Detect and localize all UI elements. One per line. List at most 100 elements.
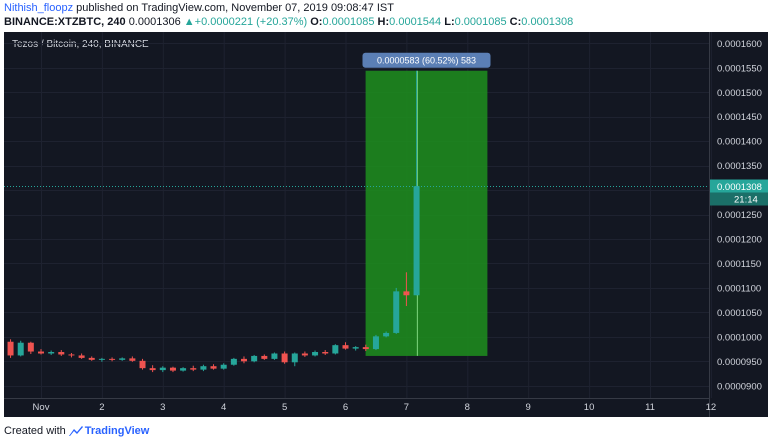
current-price-tag [710,179,768,193]
candlestick-chart[interactable]: Tezos / Bitcoin, 240, BINANCE 0.0000583 … [4,32,768,417]
candle-body [322,352,329,354]
candle-body [129,358,136,361]
candle-body [7,341,14,356]
candle-body [261,355,268,359]
candle-body [38,351,44,354]
time-tick-label: 8 [465,402,470,413]
candle-body [159,367,166,371]
candle-body [332,345,339,354]
time-tick-label: 12 [706,402,717,413]
candle-body [240,358,247,362]
time-tick-label: 11 [645,402,655,413]
countdown-tag [710,192,768,206]
change-value: +0.0000221 (+20.37%) [194,16,308,28]
candle-body [413,186,420,296]
chart-title: Tezos / Bitcoin, 240, BINANCE [12,39,149,50]
countdown-label: 21:14 [734,195,758,206]
price-tick-label: 0.0001250 [717,210,762,221]
price-tick-label: 0.0000900 [717,381,762,392]
candle-body [210,366,217,369]
brand-label: TradingView [84,425,150,437]
price-tick-label: 0.0001150 [717,259,761,270]
candle-body [169,367,176,371]
tradingview-logo-icon [68,426,83,436]
candle-body [281,353,288,363]
candle-body [149,368,156,371]
high-value: 0.0001544 [389,16,442,28]
close-value: 0.0001308 [521,16,574,28]
measure-range-box [365,70,488,356]
candle-body [393,291,400,333]
current-price-label: 0.0001308 [717,182,762,193]
candle-body [352,347,359,349]
time-tick-label: 7 [404,402,409,413]
candle-body [220,364,227,369]
time-tick-label: 5 [282,402,287,413]
candle-body [190,368,197,370]
time-axis: Nov 2 3 4 5 6 7 8 9 10 11 12 [33,402,717,413]
time-tick-label: Nov [33,402,50,413]
price-tick-label: 0.0000950 [717,357,762,368]
price-tick-label: 0.0001000 [717,332,762,343]
time-tick-label: 3 [160,402,165,413]
candle-body [230,358,237,365]
candle-body [200,366,207,370]
candle-body [372,336,379,350]
price-tick-label: 0.0001500 [717,88,762,99]
candle-body [98,358,105,360]
time-tick-label: 10 [584,402,595,413]
candle-body [383,332,390,337]
candle-body [403,291,410,296]
candle-body [291,353,298,363]
author-link[interactable]: Nithish_floopz [4,2,74,14]
measure-label: 0.0000583 (60.52%) 583 [377,56,476,66]
candle-body [58,352,65,355]
grid-lines [4,32,712,398]
chart-panel[interactable]: Tezos / Bitcoin, 240, BINANCE 0.0000583 … [4,32,768,417]
candles [7,70,420,373]
candle-body [312,352,319,356]
price-tick-label: 0.0001100 [717,283,761,294]
publisher-line: Nithish_floopz published on TradingView.… [4,2,394,16]
price-tick-label: 0.0001350 [717,161,762,172]
candle-body [48,352,55,354]
price-tick-label: 0.0001550 [717,63,762,74]
price-tick-label: 0.0001600 [717,39,762,50]
ohlc-line: BINANCE:XTZBTC, 240 0.0001306 ▲+0.000022… [4,16,573,30]
footer: Created with TradingView [4,425,149,437]
candle-body [362,347,369,350]
high-label: H: [377,16,390,28]
candle-body [119,358,126,360]
candle-body [17,342,24,356]
candle-body [88,357,95,360]
last-price: 0.0001306 [128,16,181,28]
up-arrow-icon: ▲ [183,16,195,28]
time-tick-label: 6 [343,402,348,413]
candle-body [68,354,75,356]
open-value: 0.0001085 [322,16,375,28]
candle-body [139,360,146,369]
candle-body [301,353,308,356]
measure-label-box [362,52,491,68]
symbol-label: BINANCE:XTZBTC, 240 [4,16,126,28]
candle-body [342,345,349,349]
created-with-label: Created with [4,425,66,437]
tradingview-brand[interactable]: TradingView [68,425,150,437]
candle-body [251,355,258,362]
time-tick-label: 9 [526,402,531,413]
time-tick-label: 4 [221,402,226,413]
close-label: C: [509,16,522,28]
candle-body [180,368,187,371]
candle-body [271,353,278,359]
price-tick-label: 0.0001200 [717,235,762,246]
time-tick-label: 2 [99,402,104,413]
price-axis: 0.0001600 0.0001550 0.0001500 0.0001450 0.00… [717,39,762,392]
price-tick-label: 0.0001400 [717,137,762,148]
candle-body [109,358,116,360]
price-tick-label: 0.0001450 [717,112,762,123]
candle-body [78,355,85,358]
low-value: 0.0001085 [454,16,507,28]
price-tick-label: 0.0001050 [717,308,762,319]
candle-body [27,342,34,352]
low-label: L: [444,16,455,28]
